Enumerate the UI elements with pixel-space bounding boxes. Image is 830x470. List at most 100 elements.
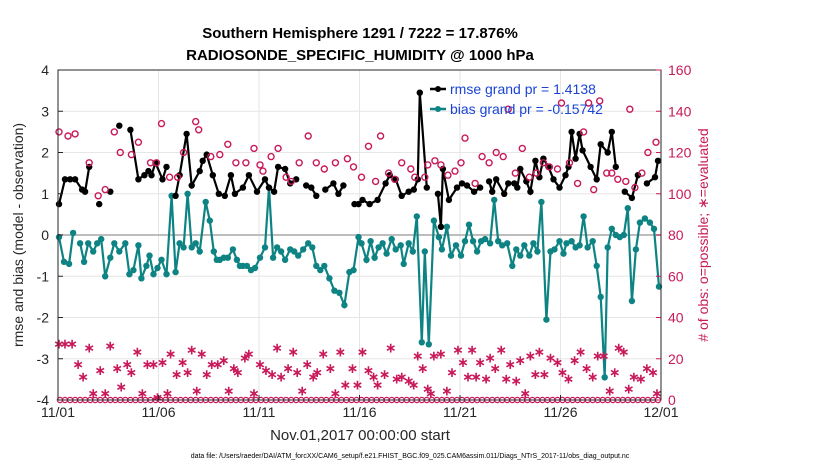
- obs-evaluated-point: ∗: [148, 357, 160, 373]
- obs-evaluated-point: ∗: [266, 367, 278, 383]
- y-right-tick-label: 80: [668, 227, 684, 243]
- obs-evaluated-point: ∗: [287, 345, 299, 361]
- bias-point: [206, 217, 213, 224]
- y-right-tick-label: 140: [668, 103, 692, 119]
- obs-evaluated-point: ∗: [171, 367, 183, 383]
- obs-possible-point: [331, 159, 340, 167]
- obs-possible-point: [391, 175, 399, 184]
- bias-point: [331, 287, 338, 294]
- obs-evaluated-point: ∗: [104, 338, 116, 354]
- obs-possible-point: [608, 169, 616, 177]
- obs-possible-point: [207, 152, 215, 161]
- rmse-point: [621, 188, 628, 195]
- bias-point: [620, 231, 627, 239]
- obs-evaluated-point: ∗: [340, 378, 352, 394]
- bias-point: [256, 254, 264, 261]
- rmse-point: [335, 190, 342, 197]
- obs-possible-point: [644, 148, 652, 157]
- obs-evaluated-point: ∗: [379, 367, 391, 383]
- obs-possible-point: [485, 159, 493, 167]
- obs-evaluated-point: ∗: [325, 361, 337, 377]
- obs-evaluated-point: ∗: [372, 378, 384, 394]
- obs-possible-point: [532, 169, 541, 177]
- rmse-point: [308, 184, 315, 191]
- rmse-point: [437, 223, 445, 230]
- obs-evaluated-point: ∗: [352, 378, 364, 394]
- chart-subtitle: RADIOSONDE_SPECIFIC_HUMIDITY @ 1000 hPa: [186, 47, 534, 64]
- bias-point: [233, 256, 241, 263]
- x-tick-label: 11/06: [142, 404, 176, 420]
- bias-point: [495, 238, 502, 245]
- bias-point: [188, 244, 195, 251]
- obs-evaluated-point: ∗: [604, 384, 616, 400]
- bias-point: [413, 213, 420, 220]
- bias-point: [355, 233, 362, 241]
- rmse-point: [322, 186, 329, 193]
- bias-point: [313, 262, 320, 270]
- bias-point: [375, 244, 382, 251]
- bias-point: [116, 248, 123, 255]
- bias-point: [593, 262, 600, 270]
- obs-evaluated-point: ∗: [474, 355, 486, 371]
- obs-possible-point: [461, 134, 469, 142]
- bias-point: [336, 289, 343, 296]
- rmse-point: [265, 184, 273, 191]
- bias-point: [465, 221, 473, 228]
- bias-point: [291, 248, 298, 255]
- bias-point: [367, 238, 374, 245]
- bias-point: [513, 246, 520, 253]
- obs-possible-point: [444, 171, 452, 179]
- bias-point: [192, 240, 199, 247]
- bias-point: [526, 252, 533, 259]
- obs-possible-point: [557, 99, 566, 107]
- bias-point: [143, 262, 150, 270]
- bias-point: [584, 244, 591, 251]
- obs-possible-point: [191, 117, 200, 126]
- obs-evaluated-point: ∗: [59, 336, 71, 352]
- bias-point: [379, 240, 386, 247]
- rmse-point: [463, 182, 471, 189]
- rmse-point: [458, 180, 466, 187]
- ticks: 11/01 11/06 11/11 11/16 11/21 11/26 12/01 -4 -3 -…: [37, 62, 692, 420]
- obs-evaluated-point: ∗: [157, 355, 169, 371]
- bias-point: [273, 244, 281, 251]
- rmse-point: [366, 200, 373, 208]
- x-tick-label: 11/16: [343, 404, 377, 420]
- rmse-point: [628, 194, 636, 202]
- rmse-point: [303, 182, 310, 189]
- obs-possible-point: [492, 148, 500, 157]
- obs-evaluated-point: ∗: [641, 361, 653, 377]
- bias-point: [163, 271, 170, 278]
- bias-point: [76, 240, 84, 247]
- rmse-point: [188, 182, 195, 189]
- x-tick-label: 11/21: [443, 404, 477, 420]
- bias-point: [400, 260, 407, 268]
- rmse-point: [527, 188, 534, 195]
- bias-point: [624, 205, 631, 212]
- rmse-point: [359, 196, 366, 204]
- legend-rmse-label: rmse grand pr = 1.4138: [450, 81, 596, 97]
- obs-evaluated-point: ∗: [480, 371, 492, 387]
- bias-point: [636, 219, 644, 226]
- rmse-point: [340, 182, 347, 189]
- obs-evaluated-point: ∗: [428, 349, 440, 365]
- obs-evaluated-point: ∗: [115, 380, 127, 396]
- obs-possible-point: [407, 165, 415, 173]
- rmse-point: [274, 163, 282, 171]
- obs-evaluated-point: ∗: [519, 386, 531, 402]
- obs-possible-point: [511, 169, 519, 177]
- bias-point: [202, 198, 209, 206]
- obs-possible-point: [194, 126, 203, 134]
- bias-point: [251, 264, 259, 272]
- y-tick-label: -3: [37, 351, 50, 367]
- obs-count-series: ∗∗∗∗∗∗∗∗∗∗∗∗∗∗∗∗∗∗∗∗∗∗∗∗∗∗∗∗∗∗∗∗∗∗∗∗∗∗∗∗…: [53, 97, 663, 406]
- y-right-tick-label: 160: [668, 62, 692, 78]
- obs-evaluated-point: ∗: [275, 369, 287, 385]
- rmse-point: [183, 130, 190, 138]
- obs-possible-point: [267, 152, 275, 161]
- rmse-point: [532, 157, 539, 164]
- obs-possible-point: [287, 177, 295, 186]
- bias-point: [551, 246, 558, 253]
- obs-evaluated-point: ∗: [391, 371, 403, 387]
- rmse-point: [231, 190, 239, 197]
